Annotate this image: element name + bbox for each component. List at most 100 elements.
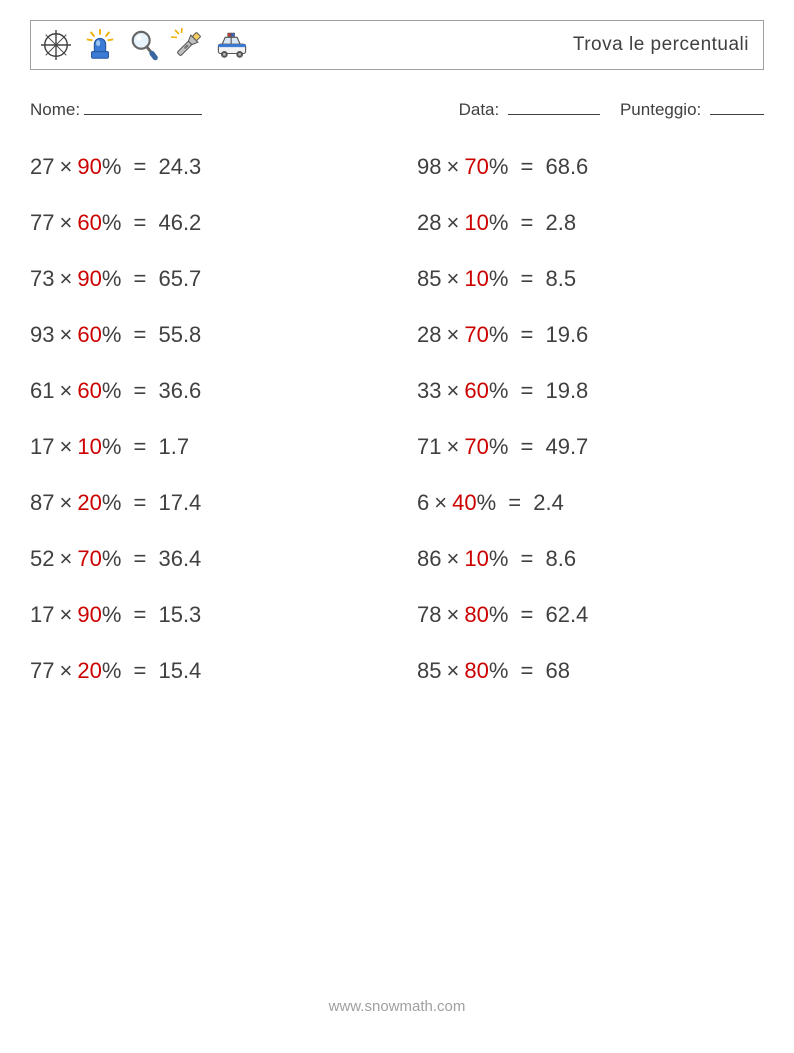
problem-left: 61×60% = 36.6 xyxy=(30,378,377,404)
problem-right: 86×10% = 8.6 xyxy=(417,546,764,572)
times-symbol: × xyxy=(441,602,464,627)
percent-value: 80 xyxy=(464,658,488,683)
equals-symbol: = xyxy=(121,266,158,291)
equals-symbol: = xyxy=(508,434,545,459)
equals-symbol: = xyxy=(121,490,158,515)
percent-symbol: % xyxy=(477,490,497,515)
problem-left: 77×20% = 15.4 xyxy=(30,658,377,684)
problem-left: 52×70% = 36.4 xyxy=(30,546,377,572)
answer: 62.4 xyxy=(545,602,588,627)
footer-link: www.snowmath.com xyxy=(30,998,764,1015)
percent-value: 40 xyxy=(452,490,476,515)
times-symbol: × xyxy=(54,658,77,683)
problem-right: 28×70% = 19.6 xyxy=(417,322,764,348)
operand-a: 6 xyxy=(417,490,429,515)
percent-value: 90 xyxy=(77,602,101,627)
answer: 15.4 xyxy=(158,658,201,683)
equals-symbol: = xyxy=(121,546,158,571)
name-blank xyxy=(84,96,202,115)
score-blank xyxy=(710,96,764,115)
answer: 17.4 xyxy=(158,490,201,515)
times-symbol: × xyxy=(54,266,77,291)
percent-value: 60 xyxy=(464,378,488,403)
operand-a: 77 xyxy=(30,658,54,683)
answer: 1.7 xyxy=(158,434,189,459)
problem-left: 27×90% = 24.3 xyxy=(30,154,377,180)
equals-symbol: = xyxy=(508,266,545,291)
percent-symbol: % xyxy=(102,434,122,459)
operand-a: 73 xyxy=(30,266,54,291)
answer: 36.6 xyxy=(158,378,201,403)
times-symbol: × xyxy=(441,546,464,571)
percent-symbol: % xyxy=(102,210,122,235)
magnifier-icon xyxy=(127,28,161,62)
times-symbol: × xyxy=(441,378,464,403)
times-symbol: × xyxy=(54,434,77,459)
problem-right: 28×10% = 2.8 xyxy=(417,210,764,236)
siren-icon xyxy=(83,28,117,62)
times-symbol: × xyxy=(441,658,464,683)
operand-a: 33 xyxy=(417,378,441,403)
operand-a: 87 xyxy=(30,490,54,515)
percent-value: 70 xyxy=(464,154,488,179)
equals-symbol: = xyxy=(121,210,158,235)
equals-symbol: = xyxy=(508,378,545,403)
problem-right: 71×70% = 49.7 xyxy=(417,434,764,460)
percent-value: 10 xyxy=(77,434,101,459)
percent-symbol: % xyxy=(102,378,122,403)
percent-symbol: % xyxy=(102,154,122,179)
percent-value: 60 xyxy=(77,210,101,235)
percent-symbol: % xyxy=(102,658,122,683)
operand-a: 98 xyxy=(417,154,441,179)
times-symbol: × xyxy=(441,154,464,179)
percent-symbol: % xyxy=(489,602,509,627)
equals-symbol: = xyxy=(121,602,158,627)
problem-left: 93×60% = 55.8 xyxy=(30,322,377,348)
times-symbol: × xyxy=(54,154,77,179)
problem-left: 17×10% = 1.7 xyxy=(30,434,377,460)
percent-symbol: % xyxy=(489,434,509,459)
problem-right: 33×60% = 19.8 xyxy=(417,378,764,404)
answer: 46.2 xyxy=(158,210,201,235)
problem-right: 85×80% = 68 xyxy=(417,658,764,684)
equals-symbol: = xyxy=(121,154,158,179)
times-symbol: × xyxy=(54,210,77,235)
problems-grid: 27×90% = 24.398×70% = 68.677×60% = 46.22… xyxy=(30,154,764,684)
answer: 15.3 xyxy=(158,602,201,627)
answer: 8.6 xyxy=(545,546,576,571)
equals-symbol: = xyxy=(508,210,545,235)
percent-value: 60 xyxy=(77,322,101,347)
answer: 2.8 xyxy=(545,210,576,235)
operand-a: 27 xyxy=(30,154,54,179)
problem-left: 77×60% = 46.2 xyxy=(30,210,377,236)
operand-a: 77 xyxy=(30,210,54,235)
operand-a: 61 xyxy=(30,378,54,403)
equals-symbol: = xyxy=(121,434,158,459)
times-symbol: × xyxy=(441,322,464,347)
answer: 19.8 xyxy=(545,378,588,403)
percent-symbol: % xyxy=(489,154,509,179)
answer: 65.7 xyxy=(158,266,201,291)
times-symbol: × xyxy=(54,322,77,347)
equals-symbol: = xyxy=(508,546,545,571)
problem-right: 78×80% = 62.4 xyxy=(417,602,764,628)
percent-value: 10 xyxy=(464,210,488,235)
percent-value: 20 xyxy=(77,658,101,683)
percent-value: 70 xyxy=(77,546,101,571)
answer: 2.4 xyxy=(533,490,564,515)
name-label: Nome: xyxy=(30,100,80,120)
equals-symbol: = xyxy=(508,658,545,683)
header-icons xyxy=(39,28,249,62)
percent-value: 60 xyxy=(77,378,101,403)
answer: 8.5 xyxy=(545,266,576,291)
percent-value: 80 xyxy=(464,602,488,627)
answer: 68.6 xyxy=(545,154,588,179)
police-car-icon xyxy=(215,28,249,62)
operand-a: 85 xyxy=(417,266,441,291)
problem-right: 6×40% = 2.4 xyxy=(417,490,764,516)
problem-right: 85×10% = 8.5 xyxy=(417,266,764,292)
times-symbol: × xyxy=(441,434,464,459)
percent-symbol: % xyxy=(102,546,122,571)
times-symbol: × xyxy=(54,546,77,571)
answer: 24.3 xyxy=(158,154,201,179)
